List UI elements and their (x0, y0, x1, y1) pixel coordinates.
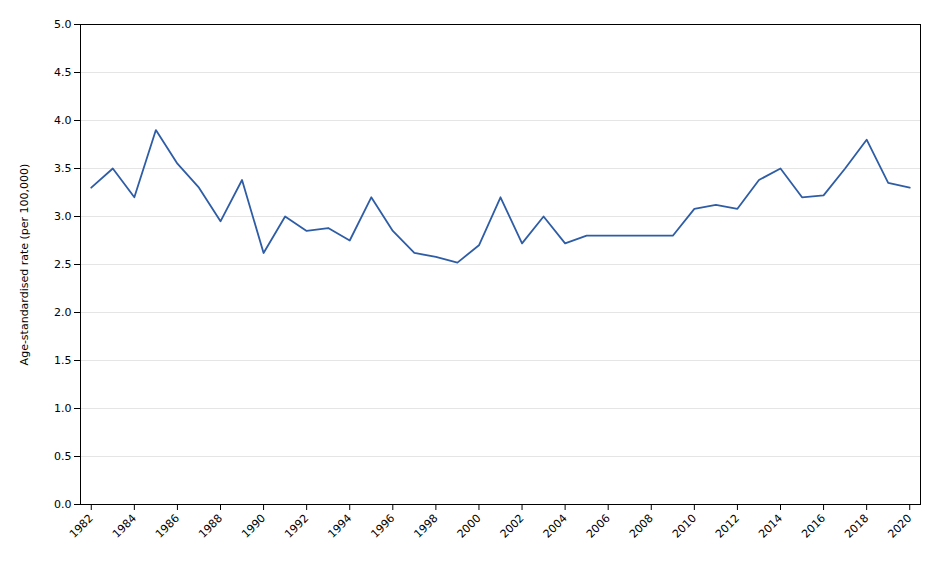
svg-text:1986: 1986 (153, 512, 182, 541)
svg-text:1996: 1996 (368, 512, 397, 541)
svg-text:4.0: 4.0 (54, 114, 72, 127)
svg-text:3.0: 3.0 (54, 210, 72, 223)
svg-text:2006: 2006 (584, 512, 613, 541)
svg-text:Age-standardised rate (per 100: Age-standardised rate (per 100,000) (18, 164, 31, 366)
svg-text:0.5: 0.5 (54, 450, 72, 463)
svg-text:2018: 2018 (842, 512, 871, 541)
svg-text:1988: 1988 (196, 512, 225, 541)
svg-text:2002: 2002 (498, 512, 527, 541)
svg-text:1.0: 1.0 (54, 402, 72, 415)
svg-text:1.5: 1.5 (54, 354, 72, 367)
svg-text:2004: 2004 (541, 512, 570, 541)
svg-text:1984: 1984 (110, 512, 139, 541)
svg-text:2014: 2014 (756, 512, 785, 541)
svg-text:1982: 1982 (67, 512, 96, 541)
svg-text:4.5: 4.5 (54, 66, 72, 79)
svg-text:2.0: 2.0 (54, 306, 72, 319)
svg-text:1998: 1998 (412, 512, 441, 541)
svg-text:2.5: 2.5 (54, 258, 72, 271)
svg-text:2020: 2020 (885, 512, 914, 541)
svg-text:2008: 2008 (627, 512, 656, 541)
svg-text:2016: 2016 (799, 512, 828, 541)
svg-text:1992: 1992 (282, 512, 311, 541)
svg-text:2010: 2010 (670, 512, 699, 541)
svg-text:2000: 2000 (455, 512, 484, 541)
svg-text:5.0: 5.0 (54, 18, 72, 31)
svg-text:0.0: 0.0 (54, 498, 72, 511)
svg-text:1990: 1990 (239, 512, 268, 541)
svg-text:2012: 2012 (713, 512, 742, 541)
svg-text:1994: 1994 (325, 512, 354, 541)
svg-text:3.5: 3.5 (54, 162, 72, 175)
